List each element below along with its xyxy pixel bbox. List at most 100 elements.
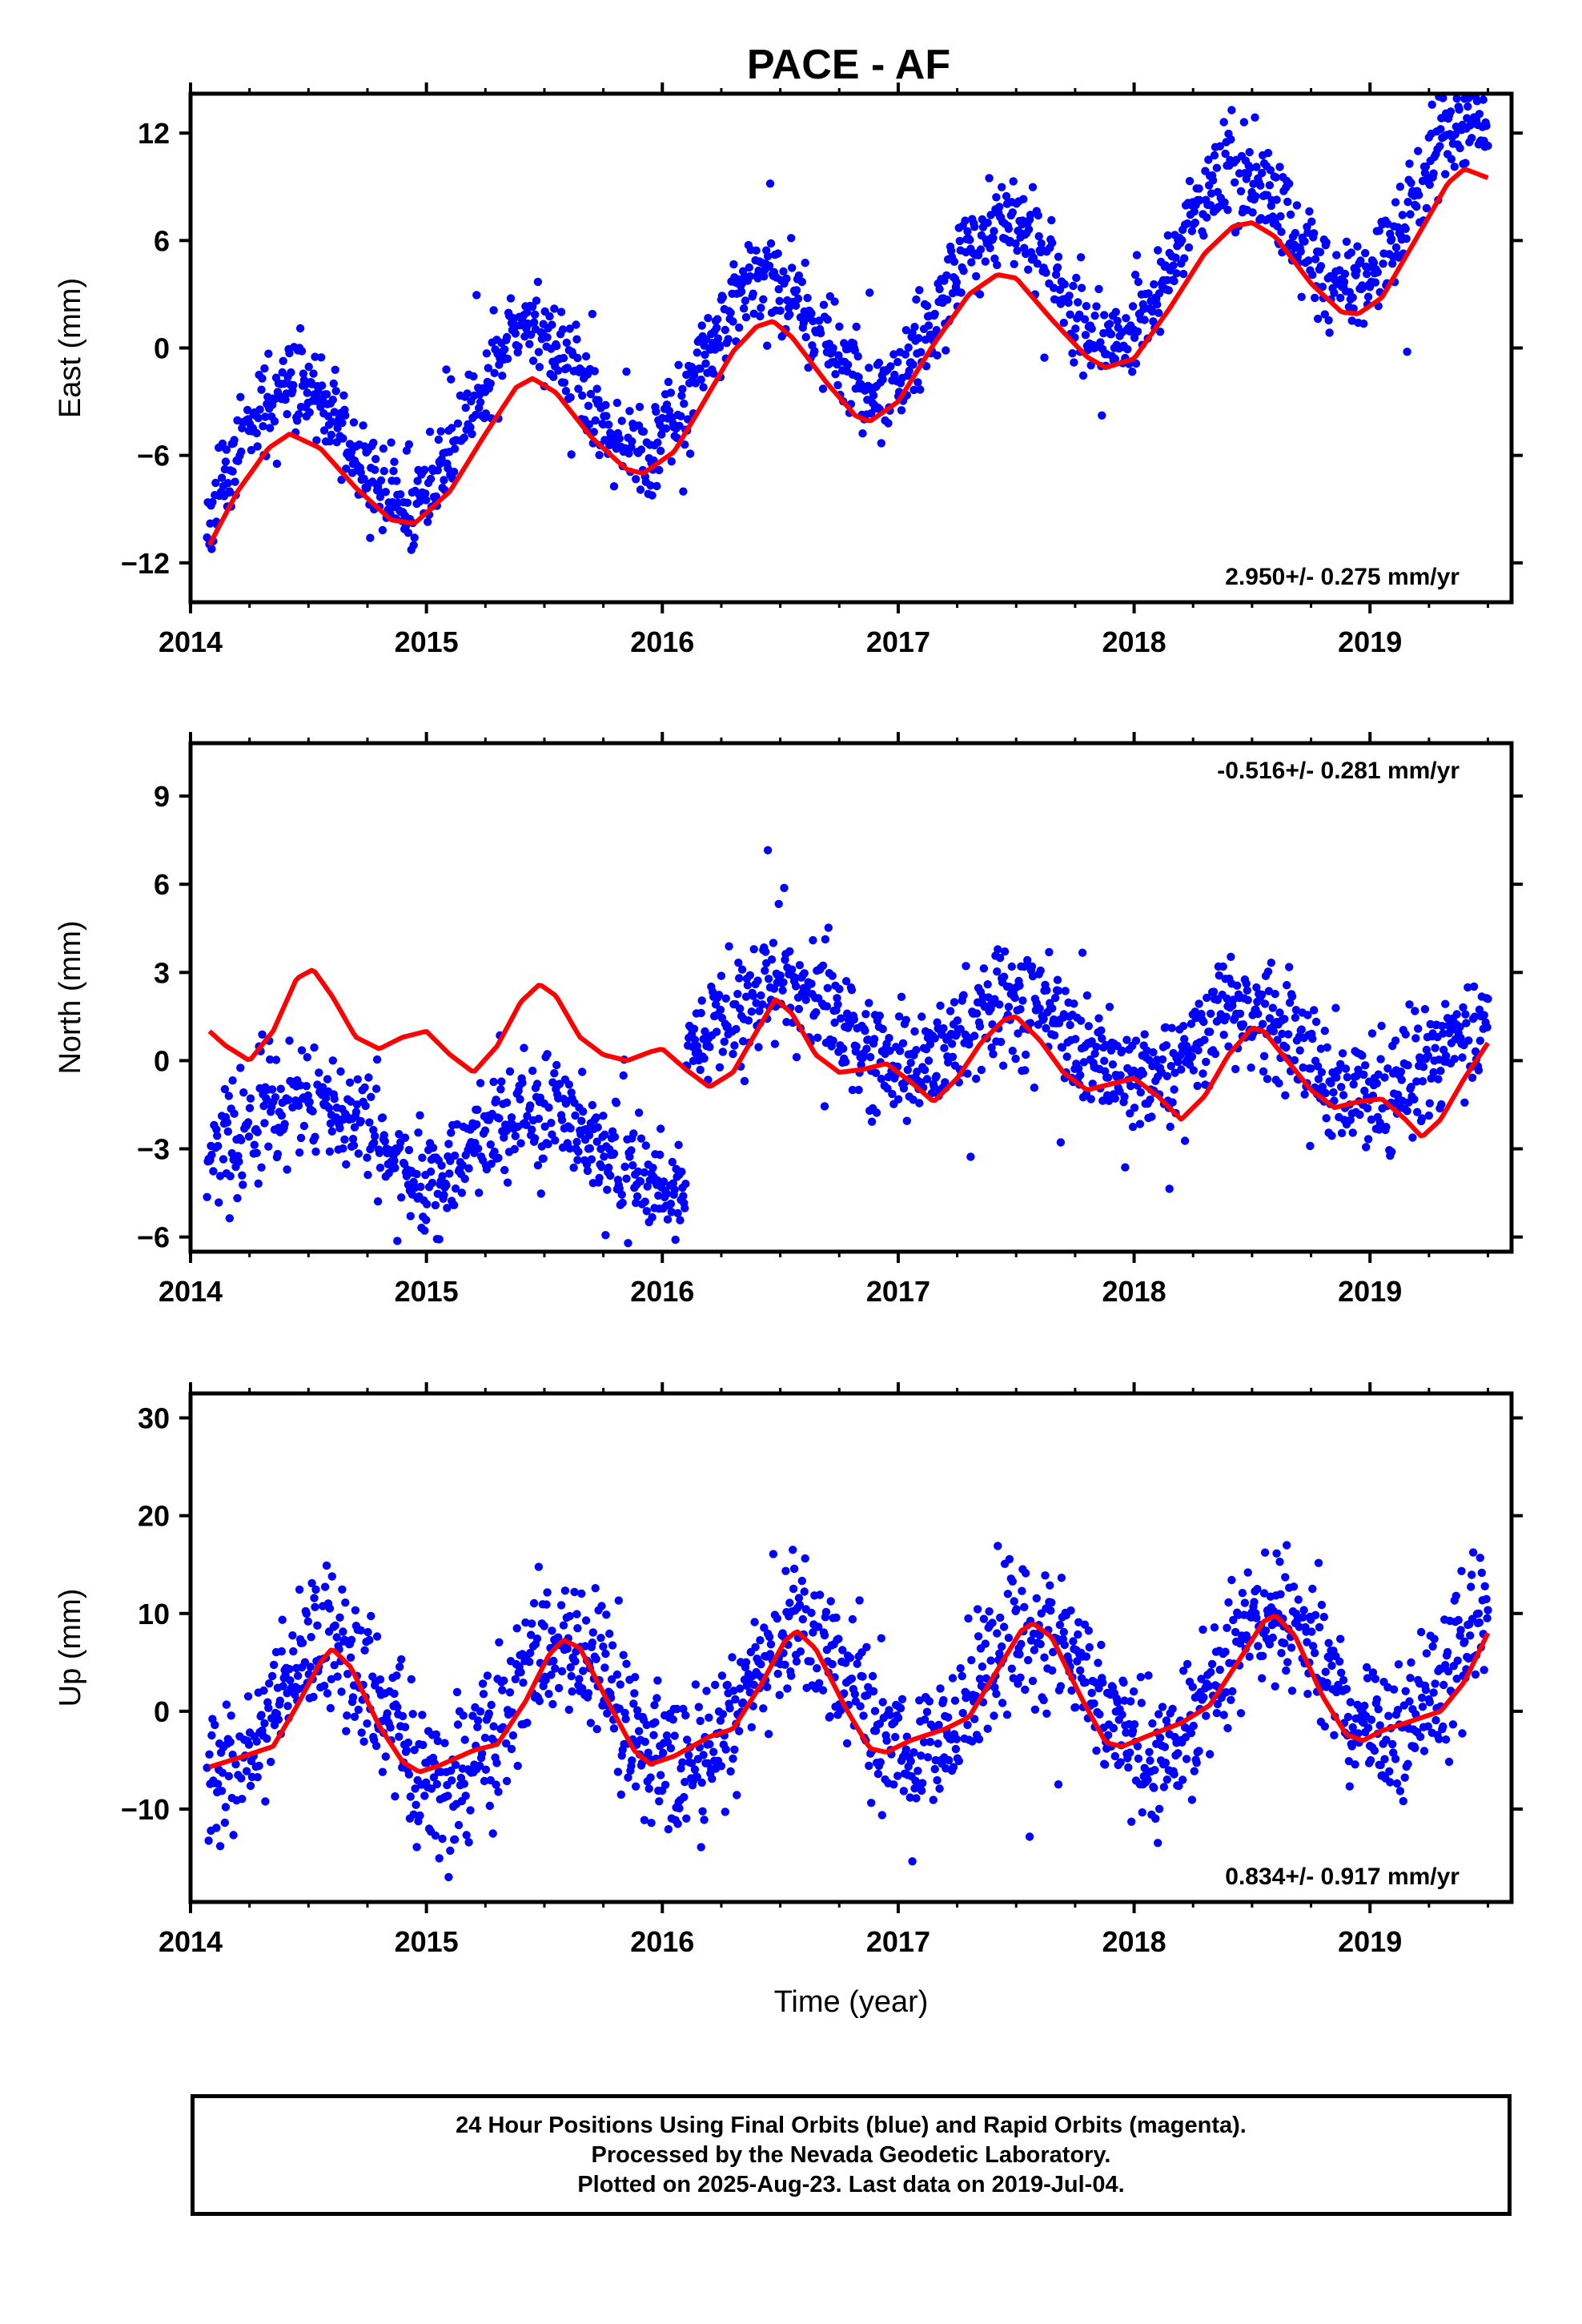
data-point xyxy=(1468,1073,1477,1083)
data-point xyxy=(1123,344,1132,354)
data-point xyxy=(1287,992,1297,1001)
y-tick-label: 3 xyxy=(154,956,170,989)
data-point xyxy=(616,1680,624,1689)
data-point xyxy=(1268,1003,1278,1012)
data-point xyxy=(494,1787,503,1796)
data-point xyxy=(348,1135,358,1144)
data-point xyxy=(533,277,543,287)
data-point xyxy=(328,1056,337,1065)
data-point xyxy=(713,334,723,343)
data-point xyxy=(435,1854,444,1863)
data-point xyxy=(1268,1633,1278,1642)
data-point xyxy=(979,1614,989,1623)
data-point xyxy=(1283,981,1291,990)
data-point xyxy=(994,1542,1002,1550)
x-tick-label: 2017 xyxy=(866,625,930,658)
data-point xyxy=(752,246,761,255)
data-point xyxy=(814,1622,823,1631)
data-point xyxy=(664,377,673,387)
data-point xyxy=(238,1795,247,1803)
data-point xyxy=(548,320,556,329)
data-point xyxy=(877,439,886,448)
data-point xyxy=(677,391,686,400)
data-point xyxy=(475,1188,484,1197)
data-point xyxy=(1413,1108,1422,1116)
data-point xyxy=(536,1189,545,1198)
data-point xyxy=(532,1634,542,1643)
data-point xyxy=(315,1068,323,1077)
data-point xyxy=(572,1137,581,1147)
data-point xyxy=(946,1007,955,1015)
data-point xyxy=(1327,1132,1336,1140)
data-point xyxy=(1431,1715,1440,1725)
data-point xyxy=(1271,173,1280,182)
data-point xyxy=(271,1093,280,1102)
data-point xyxy=(1355,1110,1364,1120)
data-point xyxy=(757,991,765,1000)
data-point xyxy=(1190,1767,1199,1775)
data-point xyxy=(443,1204,452,1212)
data-point xyxy=(1278,1029,1287,1039)
data-point xyxy=(702,1687,711,1695)
data-point xyxy=(379,444,388,453)
data-point xyxy=(737,287,746,296)
data-point xyxy=(337,476,346,485)
data-point xyxy=(1227,106,1236,115)
data-point xyxy=(357,1728,366,1737)
data-point xyxy=(712,1027,721,1036)
data-point xyxy=(885,1711,894,1719)
data-point xyxy=(1363,1663,1371,1672)
data-point xyxy=(411,1784,420,1793)
data-point xyxy=(834,1634,843,1643)
data-point xyxy=(513,1761,522,1771)
data-point xyxy=(1443,1647,1452,1657)
data-point xyxy=(1372,1695,1382,1704)
data-point xyxy=(1194,1046,1203,1055)
data-point xyxy=(604,420,613,429)
data-point xyxy=(1215,1665,1225,1675)
data-point xyxy=(440,1739,449,1747)
data-point xyxy=(1195,999,1203,1008)
data-point xyxy=(779,978,788,987)
data-point xyxy=(1144,289,1153,298)
data-point xyxy=(999,1622,1009,1631)
data-point xyxy=(1090,1699,1098,1708)
data-point xyxy=(917,1786,926,1795)
data-point xyxy=(888,1089,897,1099)
data-point xyxy=(349,418,359,427)
data-point xyxy=(1436,125,1445,134)
data-point xyxy=(843,360,853,369)
data-point xyxy=(464,1838,473,1847)
data-point xyxy=(283,410,291,419)
data-point xyxy=(619,1071,628,1080)
data-point xyxy=(619,1651,628,1659)
data-point xyxy=(782,274,791,283)
data-point xyxy=(801,259,809,267)
data-point xyxy=(821,935,830,944)
data-point xyxy=(350,1123,359,1132)
data-point xyxy=(794,1004,804,1014)
data-point xyxy=(741,992,751,1001)
data-point xyxy=(889,1780,898,1789)
data-point xyxy=(558,325,568,334)
data-point xyxy=(863,1691,872,1699)
data-point xyxy=(683,1735,692,1744)
data-point xyxy=(1425,1698,1435,1707)
data-point xyxy=(1307,1627,1316,1636)
data-point xyxy=(1122,1728,1130,1737)
data-point xyxy=(607,1675,616,1684)
data-point xyxy=(1281,1573,1290,1582)
data-point xyxy=(791,982,801,991)
data-point xyxy=(1295,1046,1304,1055)
data-point xyxy=(519,1679,528,1687)
data-point xyxy=(1315,1622,1324,1632)
data-point xyxy=(246,1781,255,1791)
data-point xyxy=(1236,1709,1246,1718)
y-tick-label: −10 xyxy=(121,1793,170,1826)
data-point xyxy=(381,1752,390,1761)
data-point xyxy=(528,1619,536,1628)
data-point xyxy=(518,1078,527,1088)
data-point xyxy=(1090,312,1099,320)
